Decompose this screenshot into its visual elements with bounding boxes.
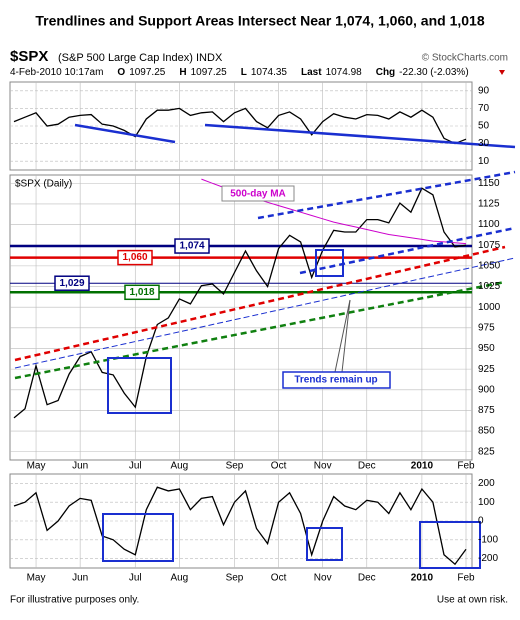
level-label: 1,018 [129, 287, 154, 298]
footer-right: Use at own risk. [437, 595, 508, 606]
series-label: $SPX (Daily) [15, 179, 72, 190]
thin-trendline [14, 257, 516, 369]
red-trendline [14, 245, 506, 362]
x-tick-label: Jul [129, 461, 142, 472]
lower-channel [299, 226, 516, 275]
green-trendline [14, 280, 506, 380]
level-label: 1,074 [179, 241, 204, 252]
y-tick-label: 90 [478, 85, 490, 96]
y-tick-label: 200 [478, 478, 495, 489]
rsi-trendline [204, 123, 516, 149]
annotation: Trends remain up [294, 375, 377, 386]
pointer [341, 299, 351, 373]
down-marker [499, 70, 505, 75]
data-line [13, 187, 467, 419]
rsi-trendline [74, 123, 176, 144]
source: © StockCharts.com [422, 53, 508, 64]
y-tick-label: 1050 [478, 261, 501, 272]
level-label-box [117, 249, 153, 266]
annotation-box [282, 371, 391, 389]
y-tick-label: 950 [478, 343, 495, 354]
symbol-name: (S&P 500 Large Cap Index) INDX [58, 52, 223, 64]
x-tick-label: Sep [226, 461, 244, 472]
level-label: 1,060 [122, 252, 147, 263]
plot-layer [10, 82, 472, 568]
ma-label: 500-day MA [230, 189, 286, 200]
x-tick-label: Jul [129, 573, 142, 584]
quote-value: 1097.25 [129, 67, 166, 78]
x-tick-label: Dec [358, 461, 376, 472]
x-tick-label: Jun [72, 461, 88, 472]
y-tick-label: 30 [478, 138, 490, 149]
y-tick-label: 100 [478, 497, 495, 508]
trendlines [14, 123, 516, 569]
quote-value: 1074.35 [251, 67, 288, 78]
quote-value: 1074.98 [326, 67, 363, 78]
x-tick-label: Dec [358, 573, 376, 584]
x-tick-label: 2010 [411, 461, 434, 472]
quote-line: 4-Feb-2010 10:17am O 1097.25 H 1097.25 L 1074.… [10, 67, 469, 78]
x-tick-label: May [27, 461, 46, 472]
y-tick-label: -200 [478, 553, 498, 564]
y-tick-label: 1125 [478, 199, 500, 210]
level-label: 1,029 [59, 278, 84, 289]
y-tick-label: 825 [478, 446, 495, 457]
quote-label: Last [301, 67, 322, 78]
highlight-box [306, 527, 343, 561]
y-tick-label: 900 [478, 384, 495, 395]
y-tick-label: 875 [478, 405, 495, 416]
level-label-box [54, 275, 90, 291]
x-tick-label: Oct [271, 573, 287, 584]
y-tick-label: 1025 [478, 281, 501, 292]
highlight-box [315, 249, 344, 277]
footer-left: For illustrative purposes only. [10, 595, 139, 606]
y-tick-label: 850 [478, 426, 495, 437]
highlight-box [102, 513, 174, 562]
quote-value: -22.30 (-2.03%) [399, 67, 468, 78]
pointer [334, 299, 351, 373]
y-tick-label: 1150 [478, 178, 500, 189]
quote-date: 4-Feb-2010 10:17am [10, 67, 103, 78]
x-tick-label: Feb [457, 461, 475, 472]
symbol: $SPX [10, 48, 48, 65]
x-tick-label: Oct [271, 461, 287, 472]
quote-value: 1097.25 [191, 67, 228, 78]
y-tick-label: 1075 [478, 240, 501, 251]
data-line [13, 486, 467, 566]
price-panel [9, 174, 473, 461]
y-tick-label: 1100 [478, 219, 500, 230]
x-tick-label: 2010 [411, 573, 434, 584]
x-tick-label: Nov [314, 573, 332, 584]
level-label-box [124, 284, 160, 301]
x-tick-label: Feb [457, 573, 475, 584]
x-tick-label: Aug [170, 573, 188, 584]
y-tick-label: 10 [478, 156, 490, 167]
data-line [13, 107, 467, 145]
y-tick-label: 70 [478, 103, 490, 114]
y-tick-label: -100 [478, 534, 498, 545]
ma-label-box [221, 185, 295, 202]
y-tick-label: 50 [478, 121, 490, 132]
level-label-box [174, 238, 210, 254]
x-tick-label: Jun [72, 573, 88, 584]
x-tick-label: Sep [226, 573, 244, 584]
highlight-box [419, 521, 481, 569]
x-tick-label: May [27, 573, 46, 584]
y-tick-label: 925 [478, 364, 495, 375]
x-tick-label: Nov [314, 461, 332, 472]
quote-label: H [179, 67, 186, 78]
highlight-box [107, 357, 172, 414]
y-tick-label: 0 [478, 516, 484, 527]
quote-label: L [241, 67, 247, 78]
upper-channel [257, 170, 516, 220]
quote-label: O [117, 67, 125, 78]
y-tick-label: 975 [478, 322, 495, 333]
y-tick-label: 1000 [478, 302, 501, 313]
x-tick-label: Aug [170, 461, 188, 472]
chart-title: Trendlines and Support Areas Intersect N… [35, 13, 484, 29]
quote-label: Chg [376, 67, 395, 78]
